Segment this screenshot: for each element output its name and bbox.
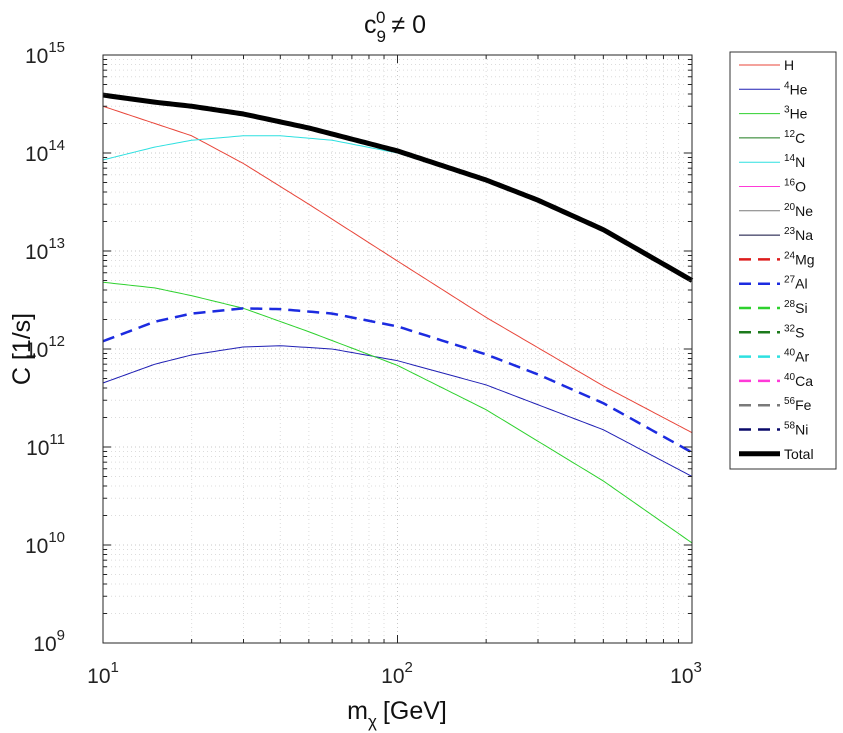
legend-mass: 40 [784,372,796,383]
series-line-H [102,105,693,434]
y-axis-label: C [1/s] [8,313,36,385]
series-line-Total [102,92,694,283]
legend-entry-4He: 4He [739,80,808,97]
legend-label: 12C [784,129,805,146]
legend-entry-28Si: 28Si [739,299,808,316]
legend-element: Ne [795,203,813,219]
legend-element: Ar [795,349,809,365]
legend-mass: 27 [784,275,796,286]
legend-element: Ni [795,422,808,438]
y-tick-labels: 109 1010 1011 1012 1013 1014 1015 [25,39,65,656]
series-line-3He [102,281,693,544]
tick-marks [102,55,692,644]
legend-label: 40Ar [784,348,809,365]
legend-element: Na [795,227,813,243]
legend: H4He3He12C14N16O20Ne23Na24Mg27Al28Si32S4… [729,51,837,470]
legend-element: He [790,81,808,97]
y-tick-label: 1014 [25,137,65,166]
legend-label: Total [784,446,814,462]
x-tick-label: 103 [670,659,702,688]
legend-label: 58Ni [784,421,808,438]
legend-mass: 32 [784,323,796,334]
legend-entry-3He: 3He [739,105,808,122]
legend-mass: 56 [784,396,796,407]
legend-label: 24Mg [784,250,815,267]
legend-mass: 40 [784,348,796,359]
legend-label: 56Fe [784,396,812,413]
legend-label: 20Ne [784,202,813,219]
legend-label: H [784,57,794,73]
legend-entry-58Ni: 58Ni [739,421,808,438]
x-tick-label: 102 [381,659,413,688]
y-tick-label: 1012 [25,333,65,362]
x-axis-label: mχ [GeV] [347,697,447,731]
y-tick-label: 109 [33,627,65,656]
legend-entries: H4He3He12C14N16O20Ne23Na24Mg27Al28Si32S4… [739,57,815,462]
legend-mass: 20 [784,202,796,213]
legend-label: 32S [784,323,804,340]
legend-element: Mg [795,251,814,267]
legend-label: 27Al [784,275,808,292]
series-line-27Al [102,307,693,454]
legend-element: Ca [795,373,813,389]
legend-entry-14N: 14N [739,153,805,170]
legend-entry-27Al: 27Al [739,275,808,292]
legend-entry-16O: 16O [739,178,806,195]
series-line-4He [102,345,693,477]
legend-entry-56Fe: 56Fe [739,396,812,413]
legend-label: 28Si [784,299,808,316]
legend-element: Si [795,300,807,316]
legend-entry-20Ne: 20Ne [739,202,813,219]
legend-element: C [795,130,805,146]
legend-element: S [795,324,804,340]
legend-element: Fe [795,397,812,413]
legend-label: 3He [784,105,808,122]
legend-mass: 12 [784,129,796,140]
legend-entry-24Mg: 24Mg [739,250,815,267]
legend-label: 40Ca [784,372,813,389]
legend-mass: 23 [784,226,796,237]
legend-entry-32S: 32S [739,323,804,340]
legend-mass: 4 [784,80,790,91]
legend-entry-40Ca: 40Ca [739,372,813,389]
legend-label: 4He [784,80,808,97]
x-tick-labels: 101 102 103 [87,659,702,688]
x-tick-label: 101 [87,659,119,688]
legend-mass: 14 [784,153,796,164]
y-tick-label: 1011 [26,431,65,460]
legend-mass: 24 [784,250,796,261]
y-tick-label: 1013 [25,235,65,264]
legend-mass: 3 [784,105,790,116]
legend-element: Al [795,276,807,292]
series-layer [102,92,694,544]
legend-entry-40Ar: 40Ar [739,348,809,365]
legend-entry-23Na: 23Na [739,226,813,243]
legend-mass: 58 [784,421,796,432]
legend-entry-Total: Total [739,446,814,462]
legend-entry-H: H [739,57,794,73]
legend-label: 14N [784,153,805,170]
legend-mass: 16 [784,178,796,189]
legend-mass: 28 [784,299,796,310]
legend-label: 23Na [784,226,813,243]
legend-element: He [790,106,808,122]
chart-title: c90 ≠ 0 [364,8,426,46]
legend-element: N [795,154,805,170]
legend-label: 16O [784,178,806,195]
y-tick-label: 1015 [25,39,65,68]
legend-entry-12C: 12C [739,129,805,146]
y-tick-label: 1010 [25,529,65,558]
legend-element: O [795,179,806,195]
